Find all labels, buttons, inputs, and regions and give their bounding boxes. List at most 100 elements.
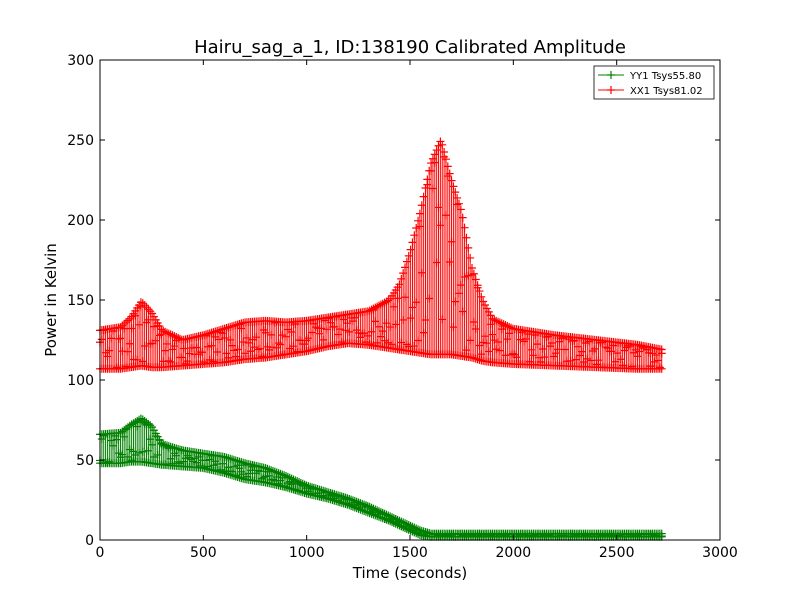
- data-point: [190, 454, 199, 463]
- data-point: [203, 342, 212, 351]
- data-point: [445, 257, 454, 266]
- data-point: [123, 316, 132, 325]
- data-point: [633, 352, 642, 361]
- data-point: [428, 184, 437, 193]
- data-point: [471, 275, 480, 284]
- y-tick-label: 300: [67, 53, 94, 69]
- data-point: [257, 352, 266, 361]
- data-point: [218, 329, 227, 338]
- data-point: [447, 531, 456, 540]
- legend-label: YY1 Tsys55.80: [629, 71, 701, 82]
- data-point: [194, 350, 203, 359]
- data-point: [302, 336, 311, 345]
- data-point: [391, 320, 400, 329]
- data-point: [272, 343, 281, 352]
- legend-marker: [607, 71, 615, 79]
- data-point: [287, 327, 296, 336]
- y-axis-label: Power in Kelvin: [42, 243, 60, 357]
- data-point: [607, 347, 616, 356]
- data-point: [105, 457, 114, 466]
- data-point: [375, 322, 383, 331]
- data-point: [255, 467, 264, 476]
- data-point: [503, 322, 512, 331]
- data-point: [371, 317, 380, 326]
- data-point: [388, 340, 397, 349]
- data-point: [343, 319, 352, 328]
- data-point: [447, 176, 456, 185]
- data-point: [185, 453, 194, 462]
- data-point: [559, 333, 568, 342]
- data-point: [456, 281, 465, 290]
- data-point: [112, 435, 121, 444]
- data-point: [572, 355, 581, 364]
- data-point: [564, 335, 573, 344]
- data-point: [133, 422, 142, 431]
- data-point: [395, 280, 404, 289]
- data-point: [330, 322, 339, 331]
- data-point: [521, 334, 530, 343]
- data-point: [315, 329, 324, 338]
- data-point: [473, 283, 482, 292]
- data-point: [434, 203, 443, 212]
- data-point: [334, 330, 343, 339]
- data-point: [482, 304, 491, 313]
- data-point: [123, 347, 132, 356]
- data-point: [311, 323, 320, 332]
- data-point: [508, 349, 517, 358]
- series-xx1: [96, 137, 666, 373]
- data-point: [438, 315, 447, 324]
- data-point: [451, 188, 460, 197]
- data-point: [161, 346, 170, 355]
- data-point: [261, 328, 270, 337]
- data-point: [278, 331, 287, 340]
- data-point: [574, 342, 583, 351]
- data-point: [378, 327, 387, 336]
- data-point: [166, 454, 175, 463]
- data-point: [170, 342, 179, 351]
- y-tick-label: 150: [67, 293, 94, 309]
- data-point: [469, 318, 478, 327]
- data-point: [322, 325, 331, 334]
- data-point: [267, 330, 276, 339]
- legend-box: [593, 65, 715, 100]
- data-point: [161, 327, 170, 336]
- data-point: [138, 447, 147, 456]
- data-point: [432, 258, 441, 267]
- data-point: [477, 350, 486, 359]
- data-point: [131, 311, 140, 320]
- data-point: [198, 348, 207, 357]
- data-point: [254, 345, 263, 354]
- data-point: [503, 335, 512, 344]
- data-point: [436, 137, 445, 146]
- data-point: [107, 436, 116, 445]
- data-point: [626, 342, 635, 351]
- data-point: [375, 301, 383, 310]
- data-point: [162, 328, 171, 337]
- data-point: [468, 271, 476, 280]
- data-point: [376, 300, 385, 309]
- data-point: [414, 336, 423, 345]
- data-point: [415, 209, 424, 218]
- data-point: [148, 440, 157, 449]
- data-point: [430, 158, 439, 167]
- data-point: [166, 330, 175, 339]
- data-point: [356, 333, 365, 342]
- data-point: [365, 339, 374, 348]
- data-point: [97, 435, 106, 444]
- data-point: [460, 272, 469, 281]
- data-point: [103, 352, 112, 361]
- x-tick-label: 2500: [599, 545, 635, 561]
- data-point: [112, 363, 121, 372]
- data-point: [259, 473, 268, 482]
- data-point: [484, 347, 493, 356]
- data-point: [228, 467, 237, 476]
- data-point: [341, 326, 350, 335]
- data-point: [122, 425, 131, 434]
- data-point: [282, 472, 290, 480]
- series-yy1: [96, 414, 666, 541]
- data-point: [471, 325, 480, 334]
- data-point: [495, 346, 504, 355]
- data-point: [107, 334, 116, 343]
- data-point: [155, 331, 164, 340]
